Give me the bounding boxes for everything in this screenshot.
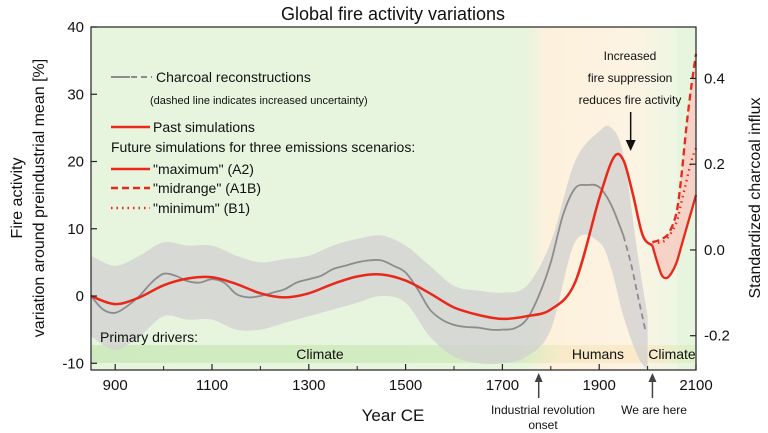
driver-humans: Humans [572, 346, 624, 362]
legend-maximum-label: "maximum" (A2) [153, 161, 254, 177]
y-left-label-line1: Fire activity [9, 158, 26, 239]
y-left-label-line2: variation around preindustrial mean [%] [31, 59, 48, 337]
legend-charcoal-note: (dashed line indicates increased uncerta… [150, 95, 368, 107]
x-tick-label: 1900 [583, 377, 616, 394]
x-tick-label: 1500 [389, 377, 422, 394]
plot-frame [90, 26, 697, 371]
y-right-tick-label: 0.0 [704, 242, 725, 259]
x-tick-label: 900 [103, 377, 128, 394]
x-tick-label: 1300 [292, 377, 325, 394]
driver-climate-future: Climate [648, 346, 696, 362]
legend-past-label: Past simulations [153, 119, 255, 135]
y-left-tick-label: 0 [76, 288, 84, 305]
y-left-tick-label: 40 [67, 19, 84, 36]
charcoal-uncertain-line [622, 235, 647, 330]
industrial-annotation-line2: onset [528, 418, 558, 432]
y-left-tick-label: -10 [62, 355, 84, 372]
future-maximum-line [651, 194, 698, 280]
legend: Charcoal reconstructions (dashed line in… [111, 69, 415, 216]
past-simulation-line [90, 152, 654, 321]
industrial-annotation-line1: Industrial revolution [491, 403, 595, 417]
suppression-annotation-line1: Increased [604, 49, 657, 63]
y-right-tick-label: 0.2 [704, 156, 725, 173]
drivers-label: Primary drivers: [100, 329, 198, 345]
industrial-arrow-head [534, 373, 543, 382]
drivers-bar [91, 345, 696, 363]
legend-minimum-label: "minimum" (B1) [153, 200, 250, 216]
charcoal-reconstruction-line [90, 183, 625, 331]
legend-future-header: Future simulations for three emissions s… [111, 139, 415, 155]
driver-climate-pre: Climate [296, 346, 344, 362]
future-minimum-line [652, 147, 698, 244]
y-left-tick-label: 30 [67, 86, 84, 103]
x-tick-label: 2100 [679, 377, 712, 394]
y-right-tick-label: 0.4 [704, 70, 725, 87]
here-annotation: We are here [621, 403, 687, 417]
x-tick-label: 1700 [486, 377, 519, 394]
future-scenario-band [652, 53, 696, 279]
y-right-tick-label: -0.2 [704, 328, 730, 345]
y-right-label: Standardized charcoal influx [747, 97, 764, 298]
legend-charcoal-label: Charcoal reconstructions [156, 69, 311, 85]
suppression-annotation-line2: fire suppression [588, 71, 673, 85]
here-arrow-head [648, 373, 657, 382]
future-midrange-line [652, 53, 698, 244]
y-left-tick-label: 10 [67, 221, 84, 238]
suppression-annotation-line3: reduces fire activity [579, 93, 682, 107]
charcoal-uncertainty-band [91, 125, 648, 370]
y-left-tick-label: 20 [67, 154, 84, 171]
suppression-arrow-head [625, 140, 636, 151]
legend-midrange-label: "midrange" (A1B) [153, 180, 261, 196]
x-tick-label: 1100 [196, 377, 228, 394]
x-axis-label: Year CE [362, 406, 425, 425]
chart-title: Global fire activity variations [281, 4, 505, 24]
